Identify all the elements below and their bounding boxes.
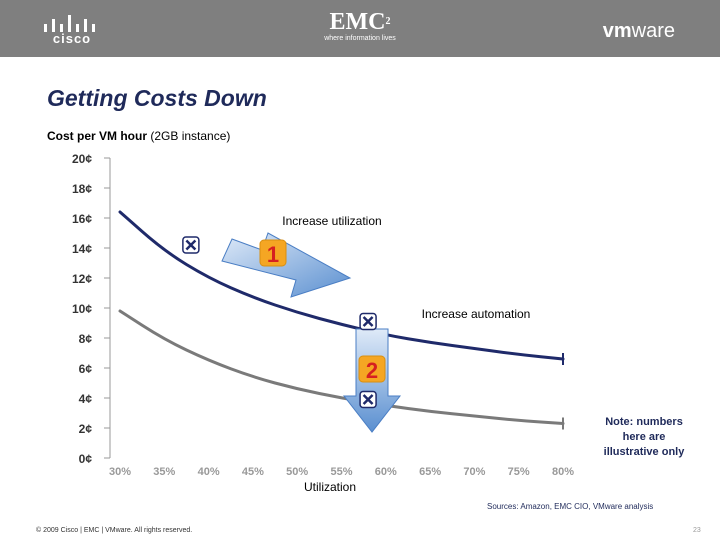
y-tick-label: 8¢ [79,332,93,346]
y-tick-label: 12¢ [72,272,92,286]
cisco-wordmark: cisco [52,31,92,46]
step-1-label: Increase utilization [282,214,381,228]
axis-layer: 0¢ 2¢ 4¢ 6¢ 8¢ 10¢ 12¢ 14¢ 16¢ 18¢ 20¢ 30% 35% 40% 45%… [72,152,574,478]
x-tick-label: 35% [153,466,175,478]
emc-wordmark-sup: 2 [385,16,391,27]
step-1-badge [259,239,287,267]
y-tick-label: 6¢ [79,362,93,376]
x-tick-label: 80% [552,466,574,478]
note-line-2: here are [623,431,666,443]
page-number: 23 [693,527,701,534]
vmware-logo-suffix: ware [631,20,675,42]
y-tick-label: 4¢ [79,392,93,406]
subtitle-bold: Cost per VM hour [47,129,148,143]
x-tick-label: 40% [198,466,220,478]
cisco-bars-icon [44,15,95,32]
x-tick-label: 65% [419,466,441,478]
x-axis-title: Utilization [304,480,356,494]
vmware-logo: vmware [603,20,675,42]
y-tick-label: 2¢ [79,422,93,436]
note-line-1: Note: numbers [605,416,683,428]
series-line-1 [118,210,565,361]
close-icon [362,394,374,405]
x-tick-label: 75% [508,466,530,478]
y-tick-label: 14¢ [72,242,92,256]
x-tick-label: 30% [109,466,131,478]
header-bar: cisco EMC2 where information lives vmwar… [0,0,720,57]
x-tick-label: 70% [463,466,485,478]
step-1-number: 1 [267,242,279,267]
vmware-logo-prefix: vm [602,20,632,42]
note-line-3: illustrative only [604,446,686,458]
label-layer: 1 Increase utilization 2 Increase automa… [259,214,686,494]
y-tick-label: 10¢ [72,302,92,316]
step-2-number: 2 [366,358,378,383]
cisco-logo: cisco [40,14,104,48]
x-tick-label: 50% [286,466,308,478]
series-layer [118,210,565,430]
close-icon [185,239,197,251]
emc-wordmark-text: EMC [329,9,386,35]
y-tick-label: 18¢ [72,182,92,196]
series-line-2 [118,309,565,425]
emc-tagline: where information lives [324,35,396,42]
step-2-badge [358,355,386,383]
copyright: © 2009 Cisco | EMC | VMware. All rights … [36,527,193,534]
emc-logo: EMC2 where information lives [310,10,410,50]
x-tick-label: 60% [375,466,397,478]
x-tick-label: 55% [330,466,352,478]
y-tick-label: 16¢ [72,212,92,226]
emc-wordmark: EMC2 [310,10,410,34]
marker-layer [182,236,377,409]
chart-subtitle: Cost per VM hour (2GB instance) [47,129,230,143]
close-icon [362,316,374,327]
subtitle-rest: (2GB instance) [147,129,231,143]
slide-title: Getting Costs Down [47,85,267,111]
sources-note: Sources: Amazon, EMC CIO, VMware analysi… [487,502,654,511]
x-tick-label: 45% [242,466,264,478]
step-2-label: Increase automation [422,307,531,321]
y-tick-label: 20¢ [72,152,92,166]
y-tick-label: 0¢ [79,452,93,466]
